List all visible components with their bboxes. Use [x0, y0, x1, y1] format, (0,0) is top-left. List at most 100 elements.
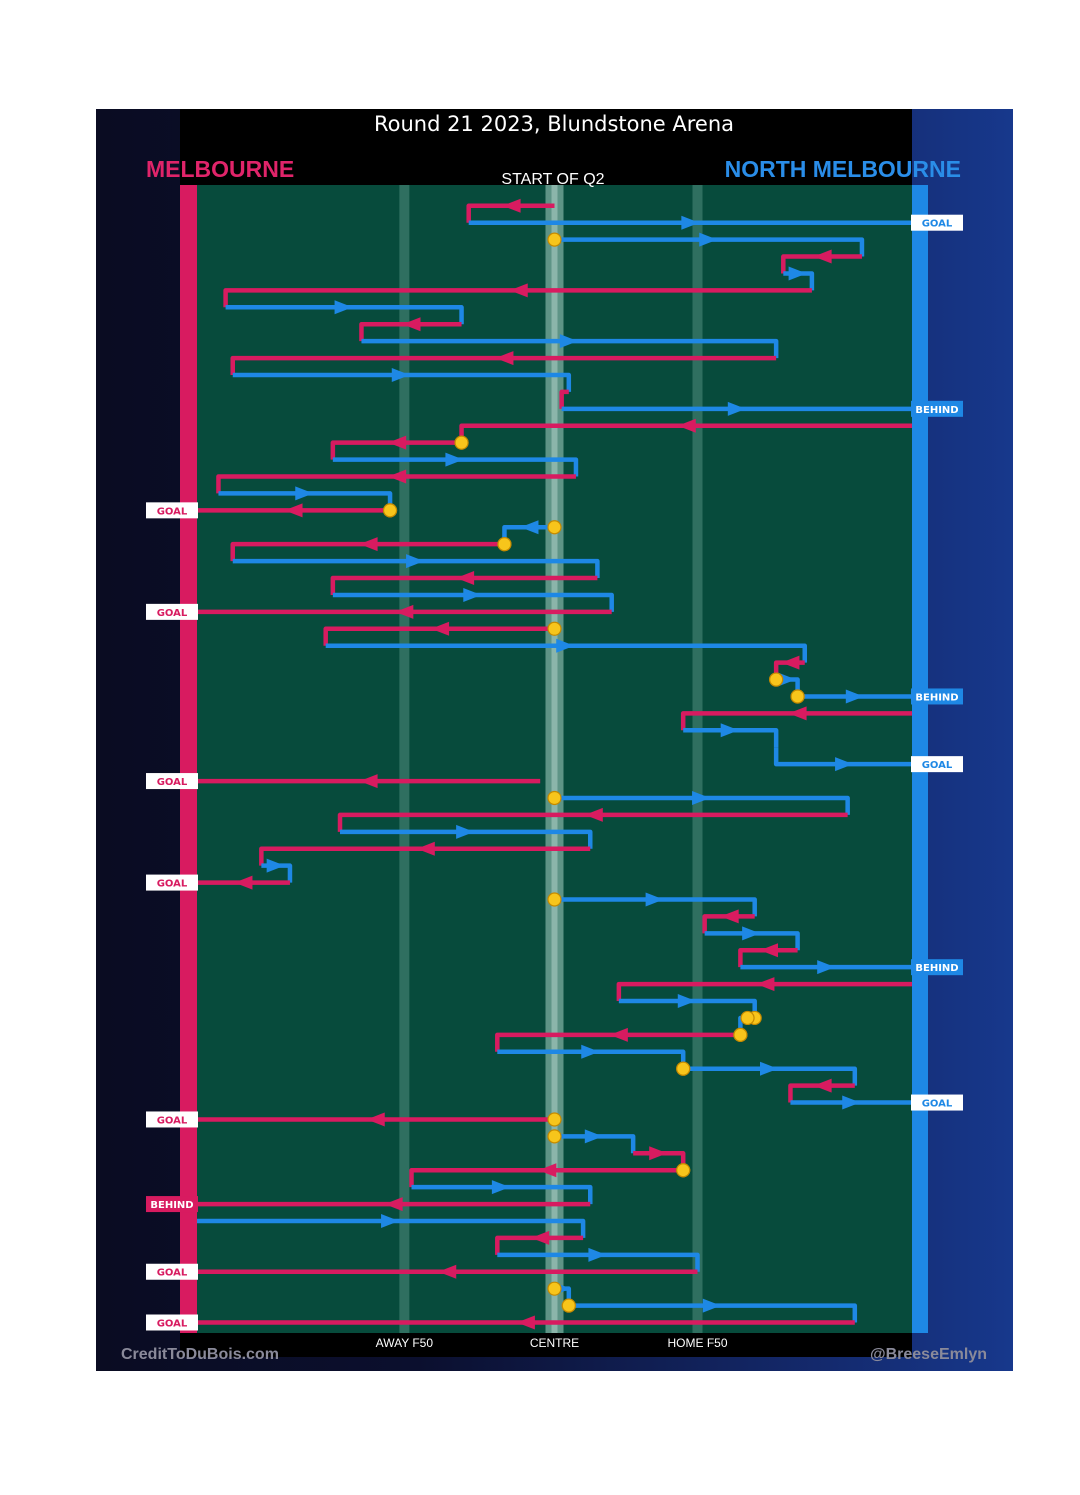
credit-right: @BreeseEmlyn: [870, 1346, 987, 1363]
chain-arrow: [516, 1315, 535, 1330]
chain-line: [554, 795, 850, 815]
chain-melbourne: [680, 706, 912, 731]
chain-line: [230, 541, 505, 562]
chain-line: [230, 355, 777, 375]
stoppage-marker: [497, 537, 512, 552]
chain-north: [332, 587, 614, 612]
stoppage-markers: [382, 232, 805, 1313]
chain-melbourne: [197, 774, 541, 789]
chain-north: [783, 266, 815, 291]
chain-north: [683, 1061, 858, 1086]
centre-stripe-highlight: [551, 185, 558, 1333]
chain-melbourne: [197, 503, 391, 518]
outcome-label: GOAL: [157, 1115, 188, 1126]
chain-north: [225, 300, 464, 325]
chain-line: [332, 592, 614, 612]
outcome-badge: [911, 959, 963, 976]
chain-arrow: [531, 1230, 550, 1245]
chain-arrow: [381, 1213, 400, 1228]
outcome-badge: [911, 400, 963, 417]
chain-north: [790, 1095, 912, 1110]
chain-arrow: [456, 571, 475, 586]
chain-melbourne: [738, 943, 798, 968]
chain-line: [559, 389, 569, 409]
chain-north: [261, 858, 293, 883]
chain-north: [554, 892, 757, 917]
chain-arrow: [284, 503, 303, 518]
outcome-label: GOAL: [157, 777, 188, 788]
chain-line: [495, 1032, 741, 1052]
chain-line: [232, 558, 600, 579]
chain-line: [323, 626, 555, 646]
chain-line: [738, 948, 798, 968]
outcome-label: GOAL: [922, 219, 953, 230]
outcome-badge: [911, 688, 963, 705]
chain-north: [411, 1180, 593, 1205]
chain-line: [225, 305, 464, 325]
chain-line: [704, 931, 800, 951]
chain-north: [361, 334, 779, 359]
chain-line: [788, 1083, 855, 1103]
stoppage-marker: [454, 435, 469, 450]
chain-arrow: [402, 317, 421, 332]
chain-arrow: [699, 232, 718, 247]
chain-arrow: [438, 1264, 457, 1279]
chain-arrow: [584, 1129, 603, 1144]
chain-melbourne: [559, 389, 569, 409]
chain-arrow: [813, 1078, 832, 1093]
chain-arrow: [742, 926, 761, 941]
chain-melbourne: [197, 1112, 555, 1127]
outcome-badge: [911, 756, 963, 773]
chain-arrow: [817, 960, 836, 975]
chain-arrow: [502, 198, 521, 213]
stoppage-marker: [733, 1027, 748, 1042]
chain-line: [495, 1235, 584, 1255]
chain-arrow: [495, 351, 514, 366]
stoppage-marker: [547, 232, 562, 247]
chain-line: [616, 981, 912, 1002]
tick-label: HOME F50: [667, 1336, 727, 1350]
chain-line: [197, 1218, 586, 1238]
chain-arrow: [431, 621, 450, 636]
credit-left: CreditToDuBois.com: [121, 1346, 279, 1363]
chain-arrow: [677, 418, 696, 433]
chain-north: [340, 824, 593, 849]
outcome-badge: [146, 603, 198, 620]
chain-melbourne: [359, 317, 462, 342]
home-team-label: NORTH MELBOURNE: [725, 156, 961, 182]
chain-arrow: [384, 1197, 403, 1212]
stoppage-marker: [547, 1129, 562, 1144]
chain-arrow: [720, 723, 739, 738]
outcome-label: BEHIND: [915, 963, 958, 974]
outcome-label: BEHIND: [915, 692, 958, 703]
chain-arrow: [334, 300, 353, 315]
chain-arrow: [788, 266, 807, 281]
outcome-label: GOAL: [157, 506, 188, 517]
chain-arrow: [727, 401, 746, 416]
chain-melbourne: [466, 198, 555, 223]
outcome-label: GOAL: [157, 879, 188, 890]
chain-arrow: [588, 1247, 607, 1262]
away-team-label: MELBOURNE: [146, 156, 294, 182]
chain-melbourne: [788, 1078, 855, 1103]
chain-arrow: [609, 1027, 628, 1042]
chain-line: [683, 728, 779, 748]
chain-line: [330, 440, 462, 460]
outcome-badge: [911, 214, 963, 231]
chain-line: [361, 338, 779, 359]
chain-line: [332, 457, 579, 477]
chain-arrow: [463, 587, 482, 602]
possession-chains: [197, 198, 912, 1330]
chain-arrow: [645, 892, 664, 907]
chain-arrow: [760, 1061, 778, 1076]
chain-line: [554, 237, 865, 257]
chain-north: [325, 638, 807, 663]
chain-arrow: [835, 757, 854, 772]
chain-melbourne: [781, 249, 862, 274]
chain-line: [466, 203, 555, 223]
away-f50-stripe: [399, 185, 410, 1333]
chain-arrow: [416, 841, 435, 856]
melbourne-goal-line: [180, 185, 197, 1333]
chain-arrow: [845, 689, 864, 704]
chain-line: [216, 474, 576, 494]
